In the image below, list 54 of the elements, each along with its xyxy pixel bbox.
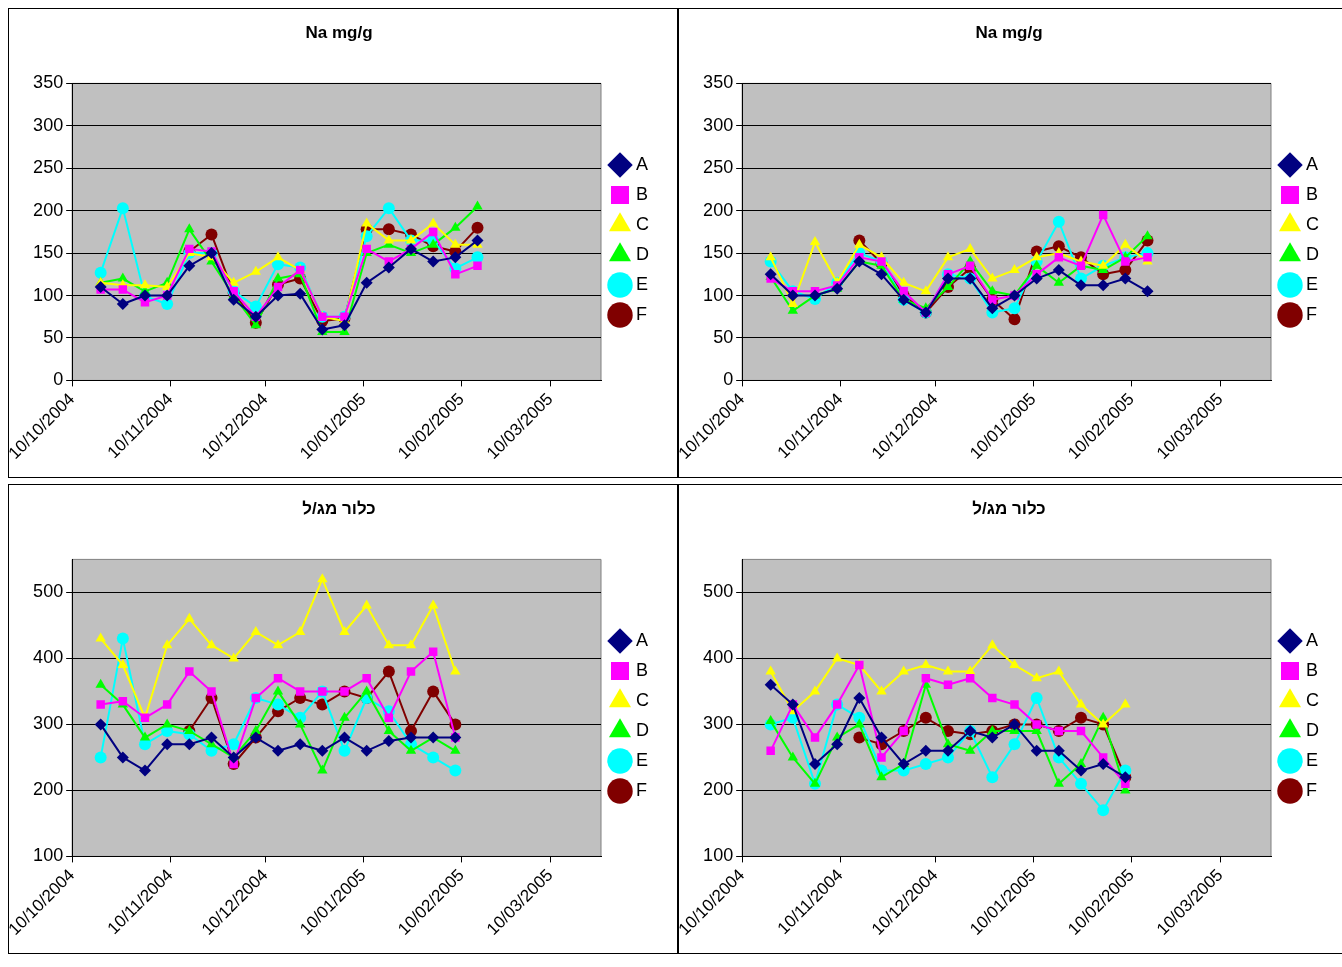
legend-label: C <box>636 213 649 234</box>
y-tick-label: 500 <box>33 581 64 602</box>
legend-label: D <box>636 719 649 740</box>
legend-label: B <box>636 659 649 680</box>
y-tick-label: 350 <box>33 72 64 93</box>
legend-label: E <box>636 273 649 294</box>
y-tick-label: 0 <box>53 369 64 390</box>
y-tick-label: 400 <box>33 647 64 668</box>
legend-label: D <box>1306 243 1319 264</box>
y-tick-label: 150 <box>703 242 734 263</box>
y-tick-label: 500 <box>703 581 734 602</box>
y-tick-label: 50 <box>43 326 64 347</box>
chart-title: Na mg/g <box>305 22 373 42</box>
legend-label: B <box>1306 183 1319 204</box>
legend-label: A <box>636 153 649 174</box>
y-tick-label: 300 <box>703 713 734 734</box>
legend-label: D <box>636 243 649 264</box>
y-tick-label: 100 <box>33 845 64 866</box>
y-tick-label: 300 <box>703 114 734 135</box>
legend-label: A <box>1306 153 1319 174</box>
y-tick-label: 50 <box>713 326 734 347</box>
y-tick-label: 100 <box>703 845 734 866</box>
legend-label: C <box>636 689 649 710</box>
legend-label: F <box>1306 779 1317 800</box>
y-tick-label: 150 <box>33 242 64 263</box>
legend-label: A <box>1306 629 1319 650</box>
legend-label: A <box>636 629 649 650</box>
y-tick-label: 200 <box>33 779 64 800</box>
chart-title: כלור מג/ל <box>972 498 1046 518</box>
legend-label: E <box>636 749 649 770</box>
legend-label: C <box>1306 213 1319 234</box>
y-tick-label: 100 <box>33 284 64 305</box>
chart-title: Na mg/g <box>975 22 1043 42</box>
legend-label: E <box>1306 749 1319 770</box>
y-tick-label: 300 <box>33 114 64 135</box>
legend-label: F <box>1306 303 1317 324</box>
y-tick-label: 400 <box>703 647 734 668</box>
legend-label: F <box>636 303 647 324</box>
y-tick-label: 200 <box>703 199 734 220</box>
y-tick-label: 0 <box>723 369 734 390</box>
legend-label: C <box>1306 689 1319 710</box>
legend-label: D <box>1306 719 1319 740</box>
y-tick-label: 200 <box>33 199 64 220</box>
legend-label: E <box>1306 273 1319 294</box>
legend-label: B <box>1306 659 1319 680</box>
y-tick-label: 350 <box>703 72 734 93</box>
legend-label: F <box>636 779 647 800</box>
y-tick-label: 250 <box>33 157 64 178</box>
y-tick-label: 300 <box>33 713 64 734</box>
legend-label: B <box>636 183 649 204</box>
y-tick-label: 250 <box>703 157 734 178</box>
y-tick-label: 100 <box>703 284 734 305</box>
y-tick-label: 200 <box>703 779 734 800</box>
chart-title: כלור מג/ל <box>302 498 376 518</box>
